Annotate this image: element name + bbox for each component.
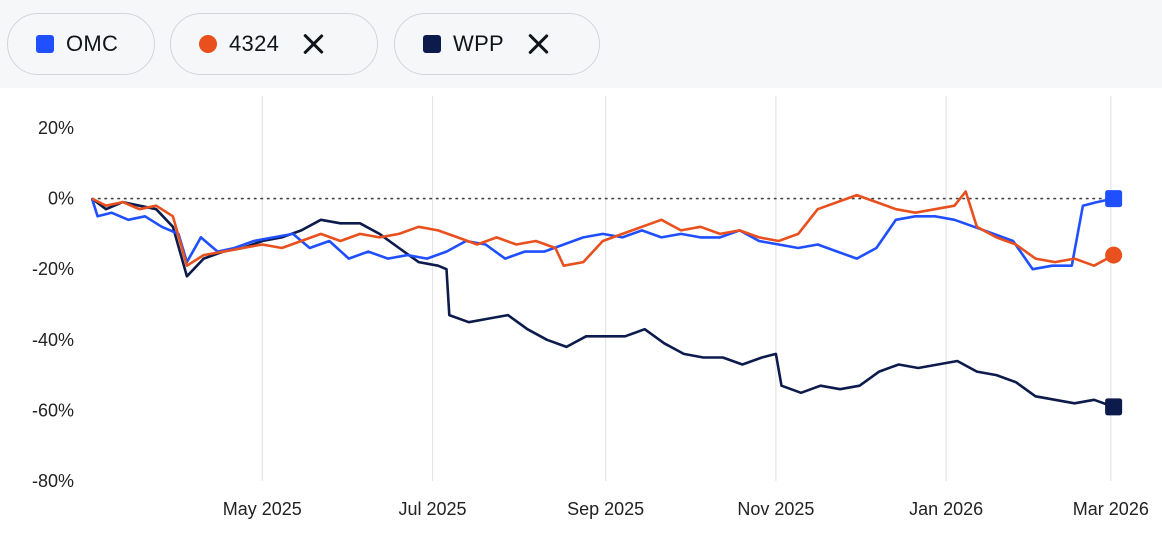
- series-line-4324: [91, 190, 1115, 267]
- omc-square-marker-icon: [36, 35, 54, 53]
- endpoint-omc: [1105, 190, 1123, 208]
- x-tick-label: May 2025: [223, 499, 302, 519]
- x-tick-label: Jul 2025: [399, 499, 467, 519]
- series-line-omc: [90, 197, 1114, 271]
- chip-4324[interactable]: 4324: [170, 13, 378, 75]
- endpoint-wpp: [1105, 398, 1123, 416]
- chip-label: 4324: [229, 31, 280, 56]
- y-tick-label: -80%: [32, 471, 74, 491]
- y-tick-label: 20%: [38, 118, 74, 138]
- chip-label: OMC: [66, 31, 119, 56]
- series-endpoints: [1105, 190, 1123, 416]
- close-icon[interactable]: [301, 32, 325, 56]
- chip-omc[interactable]: OMC: [7, 13, 155, 75]
- series-line-wpp: [91, 197, 1115, 409]
- y-axis: 20% 0% -20% -40% -60% -80%: [32, 118, 74, 491]
- wpp-square-marker-icon: [423, 35, 441, 53]
- x-tick-label: Jan 2026: [909, 499, 983, 519]
- line-chart: 20% 0% -20% -40% -60% -80% May 2025 Jul 2025 Se…: [32, 96, 1149, 519]
- y-tick-label: 0%: [48, 189, 74, 209]
- chip-label: WPP: [453, 31, 505, 56]
- chip-wpp[interactable]: WPP: [394, 13, 600, 75]
- series-lines: [90, 190, 1115, 409]
- x-tick-label: Mar 2026: [1073, 499, 1149, 519]
- x-tick-label: Sep 2025: [567, 499, 644, 519]
- x-tick-label: Nov 2025: [737, 499, 814, 519]
- 4324-circle-marker-icon: [199, 35, 217, 53]
- x-axis: May 2025 Jul 2025 Sep 2025 Nov 2025 Jan 2026…: [223, 499, 1149, 519]
- y-tick-label: -40%: [32, 330, 74, 350]
- close-icon[interactable]: [526, 32, 550, 56]
- gridlines: [261, 96, 1112, 481]
- y-tick-label: -20%: [32, 259, 74, 279]
- endpoint-4324: [1105, 246, 1123, 264]
- y-tick-label: -60%: [32, 400, 74, 420]
